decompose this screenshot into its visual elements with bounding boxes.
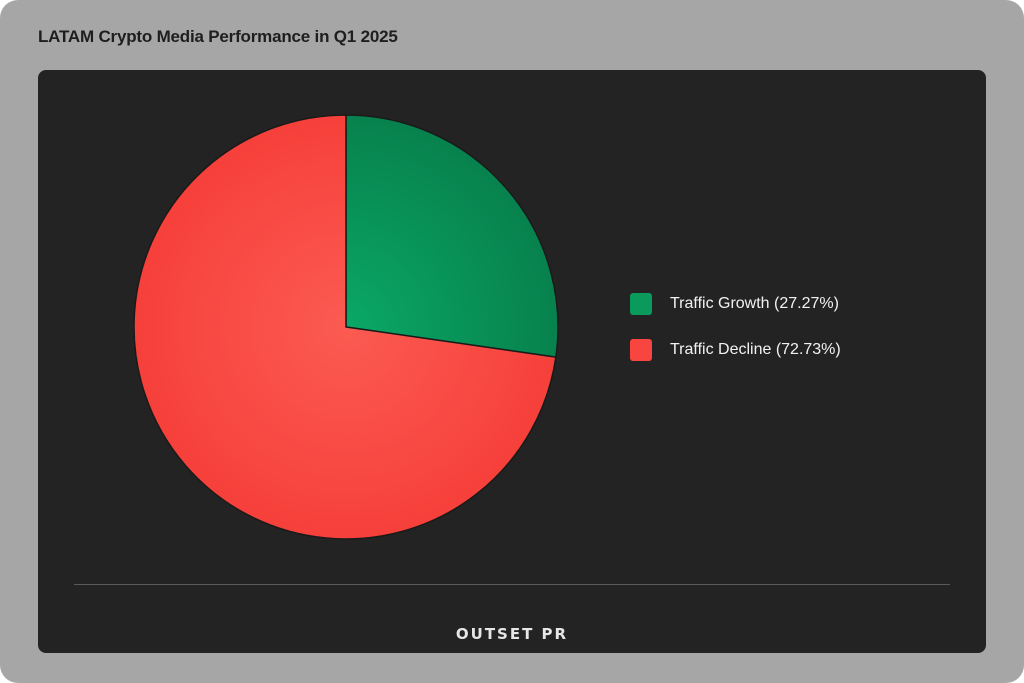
pie-slices — [133, 114, 559, 540]
legend-swatch-decline — [630, 339, 652, 361]
chart-card: Traffic Growth (27.27%) Traffic Decline … — [38, 70, 986, 653]
legend-label-decline: Traffic Decline (72.73%) — [670, 341, 841, 358]
legend-label-growth: Traffic Growth (27.27%) — [670, 295, 839, 312]
chart-title: LATAM Crypto Media Performance in Q1 202… — [38, 27, 398, 46]
pie-slice-traffic-growth — [345, 114, 559, 358]
brand-logo: OUTSET PR — [455, 625, 569, 643]
legend-swatch-growth — [630, 293, 652, 315]
pie-slice-traffic-decline — [133, 114, 557, 540]
pie-chart — [133, 114, 559, 540]
legend-item-decline: Traffic Decline (72.73%) — [630, 338, 841, 362]
legend-item-growth: Traffic Growth (27.27%) — [630, 292, 841, 316]
legend: Traffic Growth (27.27%) Traffic Decline … — [630, 292, 841, 384]
footer-divider — [74, 584, 950, 585]
